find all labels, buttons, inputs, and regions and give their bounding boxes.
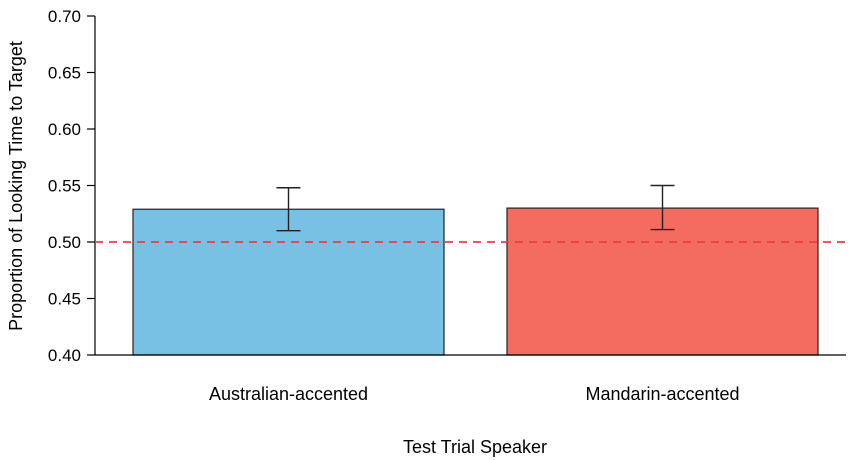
y-tick-label: 0.45 [48,290,81,309]
bar-australian-accented [132,208,445,356]
y-tick-label: 0.40 [48,346,81,365]
x-axis-title: Test Trial Speaker [403,437,547,457]
y-axis-title: Proportion of Looking Time to Target [6,41,26,331]
x-tick-label: Mandarin-accented [585,384,739,404]
y-tick-label: 0.55 [48,177,81,196]
y-tick-label: 0.60 [48,120,81,139]
error-bars [276,184,675,232]
bar-mandarin-accented [506,207,819,356]
y-tick-label: 0.70 [48,7,81,26]
y-tick-label: 0.65 [48,64,81,83]
bars [132,207,819,356]
y-axis-ticks: 0.40 0.45 0.50 0.55 0.60 0.65 0.70 [48,7,95,365]
y-tick-label: 0.50 [48,233,81,252]
x-tick-label: Australian-accented [209,384,368,404]
category-labels: Australian-accented Mandarin-accented [209,384,740,404]
